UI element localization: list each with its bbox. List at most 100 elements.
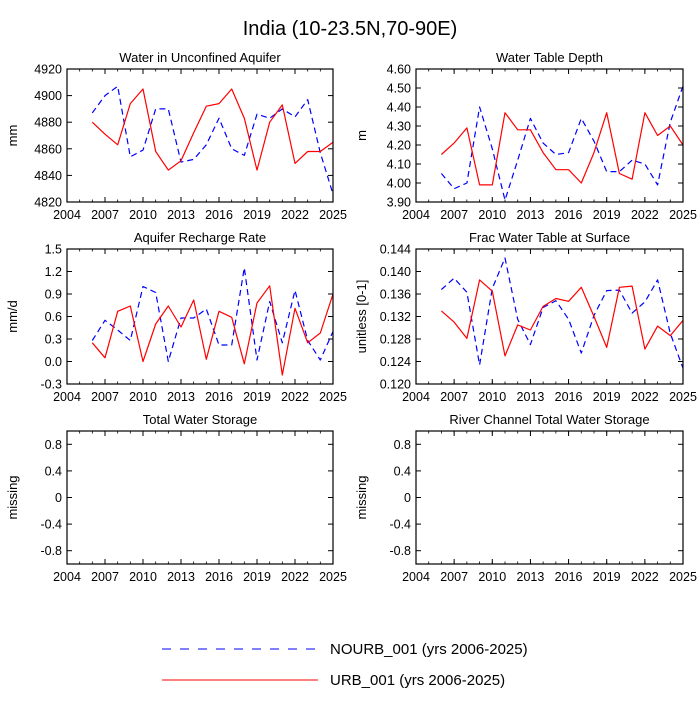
x-tick-label: 2004 bbox=[402, 208, 430, 222]
y-axis-label: missing bbox=[354, 475, 369, 519]
y-axis-label: m bbox=[354, 130, 369, 141]
x-tick-label: 2019 bbox=[593, 390, 621, 404]
chart-panels: Water in Unconfined Aquifer mm 2004 2007 201… bbox=[5, 50, 697, 584]
x-tick-label: 2013 bbox=[167, 208, 195, 222]
x-tick-label: 2025 bbox=[319, 570, 347, 584]
x-tick-label: 2022 bbox=[631, 390, 659, 404]
x-tick-label: 2013 bbox=[167, 570, 195, 584]
chart-panel-5: River Channel Total Water Storage missing… bbox=[354, 412, 697, 584]
y-tick-label: 0.136 bbox=[380, 288, 411, 302]
y-tick-label: 4.60 bbox=[387, 63, 411, 77]
panel-title: Aquifer Recharge Rate bbox=[134, 230, 266, 245]
series-line-urb-001 bbox=[91, 285, 333, 376]
x-tick-label: 2016 bbox=[555, 208, 583, 222]
x-tick-label: 2016 bbox=[205, 570, 233, 584]
y-tick-label: 0 bbox=[55, 491, 62, 505]
y-tick-label: -0.4 bbox=[389, 518, 411, 532]
y-tick-label: 0.8 bbox=[45, 438, 62, 452]
y-axis-label: missing bbox=[5, 475, 20, 519]
panel-title: Water Table Depth bbox=[496, 50, 603, 65]
x-tick-label: 2004 bbox=[53, 208, 81, 222]
x-tick-label: 2007 bbox=[91, 390, 119, 404]
y-tick-label: 4880 bbox=[34, 116, 62, 130]
y-tick-label: 4820 bbox=[34, 196, 62, 210]
x-tick-label: 2010 bbox=[129, 390, 157, 404]
x-tick-label: 2019 bbox=[593, 570, 621, 584]
plot-frame bbox=[415, 68, 684, 203]
series-line-nourb-001 bbox=[91, 267, 333, 363]
x-tick-label: 2019 bbox=[243, 570, 271, 584]
y-tick-label: 0.128 bbox=[380, 333, 411, 347]
x-tick-label: 2022 bbox=[281, 390, 309, 404]
x-tick-label: 2013 bbox=[167, 390, 195, 404]
legend: NOURB_001 (yrs 2006-2025) URB_001 (yrs 2… bbox=[162, 641, 528, 689]
x-tick-label: 2007 bbox=[440, 570, 468, 584]
y-axis-label: unitless [0-1] bbox=[354, 280, 369, 354]
chart-panel-1: Water Table Depth m 2004 2007 2010 2013 2016 20… bbox=[354, 50, 697, 222]
x-tick-label: 2022 bbox=[631, 208, 659, 222]
figure-title: India (10-23.5N,70-90E) bbox=[243, 18, 458, 40]
y-tick-label: 0 bbox=[404, 491, 411, 505]
x-tick-label: 2013 bbox=[517, 570, 545, 584]
x-tick-label: 2007 bbox=[91, 570, 119, 584]
y-tick-label: -0.4 bbox=[40, 518, 62, 532]
x-tick-label: 2007 bbox=[440, 208, 468, 222]
plot-frame bbox=[66, 68, 334, 203]
y-tick-label: 0.132 bbox=[380, 310, 411, 324]
y-tick-label: 0.144 bbox=[380, 243, 411, 257]
x-tick-label: 2004 bbox=[53, 390, 81, 404]
y-tick-label: 3.90 bbox=[387, 196, 411, 210]
y-tick-label: 0.124 bbox=[380, 355, 411, 369]
x-tick-label: 2016 bbox=[205, 390, 233, 404]
x-tick-label: 2016 bbox=[205, 208, 233, 222]
y-tick-label: -0.8 bbox=[389, 544, 411, 558]
plot-frame bbox=[66, 248, 334, 385]
chart-panel-3: Frac Water Table at Surface unitless [0-1… bbox=[354, 230, 697, 404]
x-tick-label: 2004 bbox=[402, 570, 430, 584]
y-tick-label: 4840 bbox=[34, 169, 62, 183]
panel-title: River Channel Total Water Storage bbox=[449, 412, 649, 427]
series-line-urb-001 bbox=[91, 88, 333, 171]
x-tick-label: 2010 bbox=[129, 570, 157, 584]
x-tick-label: 2010 bbox=[478, 390, 506, 404]
y-tick-label: 4900 bbox=[34, 89, 62, 103]
chart-panel-2: Aquifer Recharge Rate mm/d 2004 2007 2010 201… bbox=[5, 230, 347, 404]
series-line-urb-001 bbox=[441, 279, 683, 357]
y-tick-label: 0.6 bbox=[45, 310, 62, 324]
y-tick-label: 4860 bbox=[34, 142, 62, 156]
y-tick-label: 1.2 bbox=[45, 265, 62, 279]
plot-frame bbox=[66, 430, 334, 565]
x-tick-label: 2022 bbox=[631, 570, 659, 584]
x-tick-label: 2019 bbox=[243, 208, 271, 222]
x-tick-label: 2013 bbox=[517, 390, 545, 404]
plot-frame bbox=[415, 248, 684, 385]
y-tick-label: 0.4 bbox=[45, 464, 62, 478]
y-tick-label: 0.8 bbox=[394, 438, 411, 452]
chart-panel-0: Water in Unconfined Aquifer mm 2004 2007 201… bbox=[5, 50, 347, 222]
x-tick-label: 2025 bbox=[669, 390, 697, 404]
y-tick-label: 4920 bbox=[34, 63, 62, 77]
series-line-nourb-001 bbox=[441, 257, 683, 369]
x-tick-label: 2007 bbox=[91, 208, 119, 222]
y-tick-label: 0.120 bbox=[380, 378, 411, 392]
panel-title: Frac Water Table at Surface bbox=[469, 230, 630, 245]
series-line-urb-001 bbox=[440, 112, 683, 186]
x-tick-label: 2010 bbox=[129, 208, 157, 222]
legend-label-urb: URB_001 (yrs 2006-2025) bbox=[330, 672, 505, 689]
y-tick-label: -0.8 bbox=[40, 544, 62, 558]
y-tick-label: 4.00 bbox=[387, 177, 411, 191]
x-tick-label: 2022 bbox=[281, 570, 309, 584]
x-tick-label: 2019 bbox=[593, 208, 621, 222]
y-tick-label: -0.3 bbox=[40, 378, 62, 392]
y-tick-label: 4.30 bbox=[387, 120, 411, 134]
y-tick-label: 1.5 bbox=[45, 243, 62, 257]
x-tick-label: 2013 bbox=[517, 208, 545, 222]
x-tick-label: 2004 bbox=[53, 570, 81, 584]
y-tick-label: 0.3 bbox=[45, 333, 62, 347]
y-tick-label: 0.9 bbox=[45, 288, 62, 302]
panel-title: Water in Unconfined Aquifer bbox=[119, 50, 281, 65]
y-tick-label: 4.10 bbox=[387, 158, 411, 172]
y-tick-label: 4.20 bbox=[387, 139, 411, 153]
x-tick-label: 2007 bbox=[440, 390, 468, 404]
